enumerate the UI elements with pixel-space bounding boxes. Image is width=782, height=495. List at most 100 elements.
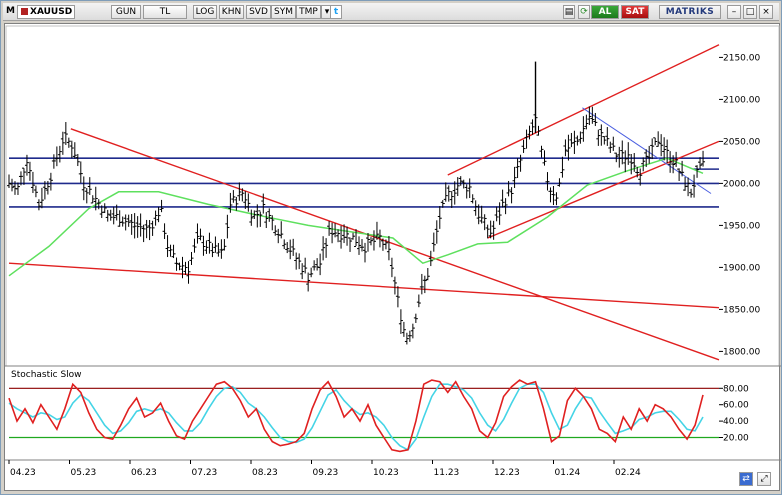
maximize-icon[interactable]: □ [743, 5, 757, 19]
stochastic-title: Stochastic Slow [11, 370, 82, 380]
candle [593, 112, 598, 127]
candle [108, 209, 113, 221]
candle [78, 161, 83, 183]
log-button[interactable]: LOG [193, 5, 217, 19]
candle [294, 252, 299, 270]
khn-button[interactable]: KHN [219, 5, 244, 19]
candle [554, 192, 559, 206]
moving-average-line [8, 157, 704, 277]
candle [689, 188, 694, 198]
candle [219, 239, 224, 259]
candle [261, 193, 266, 214]
candle [243, 191, 248, 209]
candle [473, 200, 478, 216]
tmp-button[interactable]: TMP [296, 5, 321, 19]
candle [641, 157, 646, 172]
candle [677, 168, 682, 181]
minimize-icon[interactable]: – [727, 5, 741, 19]
y-tick-label: 2050.00 [723, 137, 760, 147]
al-button[interactable]: AL [591, 5, 619, 19]
x-tick-label: 01.24 [555, 468, 581, 478]
candle [189, 251, 194, 265]
candle [662, 137, 667, 161]
candle [575, 135, 580, 146]
candle [255, 204, 260, 228]
navigate-icon[interactable]: ⇄ [739, 472, 753, 486]
price-panel: 1800.00 1850.00 1900.00 1950.00 2000.00 2050.… [5, 25, 780, 367]
candle [279, 221, 284, 239]
y-tick-label: 1950.00 [723, 221, 760, 231]
candle [611, 136, 616, 151]
chart-svg[interactable]: 1800.00 1850.00 1900.00 1950.00 2000.00 2050.… [5, 24, 781, 492]
y-tick-label: 2150.00 [723, 53, 760, 63]
candle [407, 330, 412, 342]
candle [476, 204, 481, 225]
sat-button[interactable]: SAT [621, 5, 649, 19]
candle [288, 239, 293, 260]
candle [695, 165, 700, 178]
candle [18, 171, 23, 186]
candle [360, 239, 365, 252]
candle [437, 206, 442, 229]
candle [458, 176, 463, 186]
symbol-label: XAUUSD [30, 7, 73, 17]
candle [30, 171, 35, 194]
candle [147, 219, 152, 241]
expand-icon[interactable]: ⤢ [757, 472, 771, 486]
close-icon[interactable]: × [759, 5, 773, 19]
currency-button[interactable]: TL [143, 5, 187, 19]
candle [63, 122, 68, 145]
candle [306, 272, 311, 292]
candle [650, 138, 655, 160]
symbol-input[interactable]: XAUUSD [17, 5, 75, 19]
candle [563, 139, 568, 157]
x-tick-label: 05.23 [71, 468, 97, 478]
refresh-icon[interactable]: ⟳ [578, 5, 590, 19]
candle [452, 181, 457, 205]
candle [132, 213, 137, 239]
candle [395, 286, 400, 308]
candle [315, 258, 320, 271]
chart-menu-label[interactable]: M [6, 6, 15, 16]
candle [9, 178, 14, 192]
candle [258, 210, 263, 227]
candle [102, 203, 107, 214]
candle [614, 152, 619, 163]
candle [165, 235, 170, 258]
candle [668, 151, 673, 173]
candle [234, 196, 239, 211]
period-button[interactable]: GUN [111, 5, 141, 19]
candle [114, 204, 119, 221]
candle [599, 124, 604, 146]
candle [216, 242, 221, 257]
candle [419, 273, 424, 295]
candle [183, 261, 188, 275]
sym-button[interactable]: SYM [271, 5, 296, 19]
candle [455, 177, 460, 197]
candle [671, 155, 676, 174]
candle [494, 206, 499, 222]
candle [557, 178, 562, 187]
twitter-icon[interactable]: t [330, 5, 342, 19]
candle [551, 186, 556, 206]
export-icon[interactable]: ▤ [563, 5, 575, 19]
candle [150, 220, 155, 236]
candle [246, 193, 251, 212]
candle [482, 214, 487, 231]
candle [446, 185, 451, 202]
svd-button[interactable]: SVD [246, 5, 271, 19]
candle [84, 187, 89, 204]
candle [54, 146, 59, 167]
candle [410, 323, 415, 339]
candle [674, 151, 679, 167]
candle [632, 152, 637, 172]
candle [333, 223, 338, 238]
candle [644, 149, 649, 167]
candle [45, 181, 50, 195]
candle [240, 188, 245, 202]
candle [66, 137, 71, 148]
candle [276, 228, 281, 244]
price-panel-frame [5, 25, 780, 367]
candle [72, 142, 77, 159]
